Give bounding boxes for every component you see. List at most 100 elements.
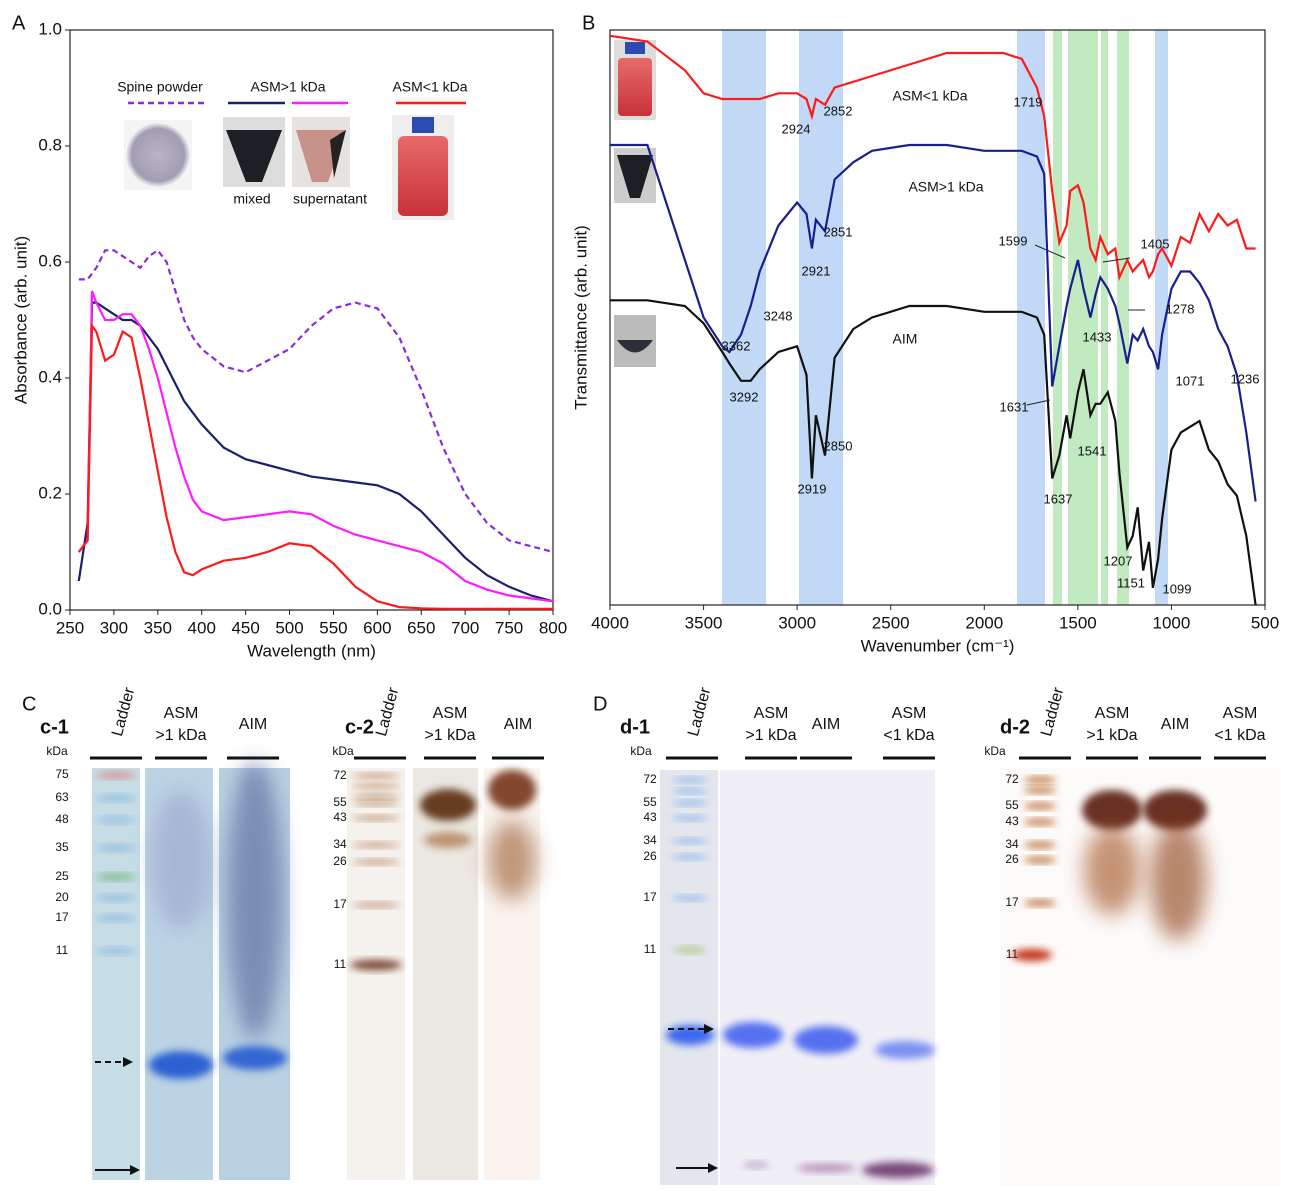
y-tick-label: 0.4 bbox=[38, 367, 62, 386]
panel-letter: C bbox=[22, 693, 36, 715]
peak-annotation: 1405 bbox=[1141, 236, 1170, 251]
y-tick-label: 0.2 bbox=[38, 483, 62, 502]
marker-label: 11 bbox=[56, 943, 69, 957]
lane-label: Ladder bbox=[373, 685, 403, 738]
marker-label: 34 bbox=[333, 837, 347, 851]
gel-band bbox=[149, 1051, 213, 1079]
gel-band bbox=[352, 816, 400, 821]
lane-label: AIM bbox=[812, 716, 840, 733]
marker-label: 72 bbox=[333, 768, 347, 782]
x-tick-label: 3500 bbox=[685, 613, 723, 632]
gel-lane bbox=[660, 770, 718, 1185]
gel-band bbox=[1024, 803, 1056, 809]
marker-label: 17 bbox=[55, 910, 69, 924]
x-tick-label: 650 bbox=[407, 618, 435, 637]
y-axis-label: Absorbance (arb. unit) bbox=[11, 236, 30, 404]
marker-label: 55 bbox=[643, 795, 657, 809]
x-tick-label: 300 bbox=[100, 618, 128, 637]
gel-lane bbox=[720, 770, 935, 1185]
lane-label: ASM bbox=[892, 705, 927, 722]
unit-label: kDa bbox=[332, 744, 354, 758]
marker-label: 75 bbox=[55, 767, 69, 781]
marker-label: 63 bbox=[55, 790, 69, 804]
marker-label: 17 bbox=[1005, 895, 1019, 909]
gel-band bbox=[96, 915, 136, 921]
marker-label: 55 bbox=[1005, 798, 1019, 812]
gel-band bbox=[223, 1046, 287, 1070]
marker-label: 48 bbox=[55, 812, 69, 826]
series-label: ASM<1 kDa bbox=[892, 88, 967, 104]
unit-label: kDa bbox=[984, 744, 1006, 758]
figure: Cc-1kDa7563483525201711LadderASM>1 kDaAI… bbox=[0, 0, 1291, 1186]
series-line bbox=[79, 250, 553, 552]
series-label: ASM>1 kDa bbox=[908, 179, 983, 195]
gel-title: c-2 bbox=[345, 716, 374, 738]
panel-letter: A bbox=[12, 12, 26, 34]
gel-band bbox=[352, 794, 400, 799]
marker-label: 72 bbox=[643, 772, 657, 786]
gel-band bbox=[96, 795, 136, 801]
x-tick-label: 2500 bbox=[872, 613, 910, 632]
peak-annotation: 2919 bbox=[798, 481, 827, 496]
marker-label: 20 bbox=[55, 890, 69, 904]
x-tick-label: 4000 bbox=[591, 613, 629, 632]
peak-annotation: 2851 bbox=[824, 224, 853, 239]
peak-annotation: 1071 bbox=[1176, 373, 1205, 388]
gel-band bbox=[742, 1162, 770, 1168]
gel-band bbox=[424, 832, 472, 848]
legend-label: Spine powder bbox=[117, 79, 203, 95]
lane-label: ASM bbox=[1223, 705, 1258, 722]
peak-annotation: 3362 bbox=[722, 338, 751, 353]
x-tick-label: 750 bbox=[495, 618, 523, 637]
gel-band bbox=[1082, 790, 1142, 830]
gel-band bbox=[672, 816, 708, 821]
gel-band bbox=[672, 778, 708, 783]
peak-annotation: 1099 bbox=[1163, 581, 1192, 596]
gel-band bbox=[1024, 842, 1056, 848]
gel-band bbox=[350, 960, 402, 970]
gel-band bbox=[488, 820, 536, 900]
lane-label: ASM bbox=[433, 705, 468, 722]
marker-label: 43 bbox=[333, 810, 347, 824]
marker-label: 17 bbox=[333, 897, 347, 911]
gel-band bbox=[672, 896, 708, 901]
x-tick-label: 550 bbox=[319, 618, 347, 637]
lane-label: ASM bbox=[754, 705, 789, 722]
marker-label: 26 bbox=[643, 849, 657, 863]
gel-band bbox=[875, 1041, 935, 1059]
gel-lane bbox=[92, 768, 140, 1180]
marker-label: 72 bbox=[1005, 772, 1019, 786]
gel-band bbox=[352, 860, 400, 865]
gel-title: d-1 bbox=[620, 716, 650, 738]
peak-annotation: 1631 bbox=[1000, 399, 1029, 414]
gel-band bbox=[96, 948, 136, 954]
gel-band bbox=[96, 772, 136, 778]
lane-label: <1 kDa bbox=[1214, 727, 1265, 744]
unit-label: kDa bbox=[630, 744, 652, 758]
panel-letter: D bbox=[593, 693, 607, 715]
peak-annotation: 1278 bbox=[1166, 301, 1195, 316]
peak-annotation: 2924 bbox=[782, 121, 811, 136]
gel-band bbox=[862, 1162, 934, 1178]
x-tick-label: 3000 bbox=[778, 613, 816, 632]
x-tick-label: 600 bbox=[363, 618, 391, 637]
x-axis-label: Wavelength (nm) bbox=[247, 641, 376, 660]
x-tick-label: 350 bbox=[144, 618, 172, 637]
x-tick-label: 2000 bbox=[965, 613, 1003, 632]
gel-band bbox=[672, 839, 708, 844]
marker-label: 35 bbox=[55, 840, 69, 854]
gel-band bbox=[1024, 787, 1056, 793]
x-tick-label: 500 bbox=[1251, 613, 1279, 632]
peak-annotation: 3292 bbox=[730, 389, 759, 404]
gel-band bbox=[352, 903, 400, 908]
panel-letter: B bbox=[582, 12, 595, 34]
x-tick-label: 700 bbox=[451, 618, 479, 637]
marker-label: 43 bbox=[643, 810, 657, 824]
marker-label: 34 bbox=[1005, 837, 1019, 851]
marker-label: 55 bbox=[333, 795, 347, 809]
peak-annotation: 1207 bbox=[1104, 553, 1133, 568]
gel-band bbox=[672, 801, 708, 806]
y-tick-label: 0.6 bbox=[38, 251, 62, 270]
lane-label: >1 kDa bbox=[155, 727, 206, 744]
